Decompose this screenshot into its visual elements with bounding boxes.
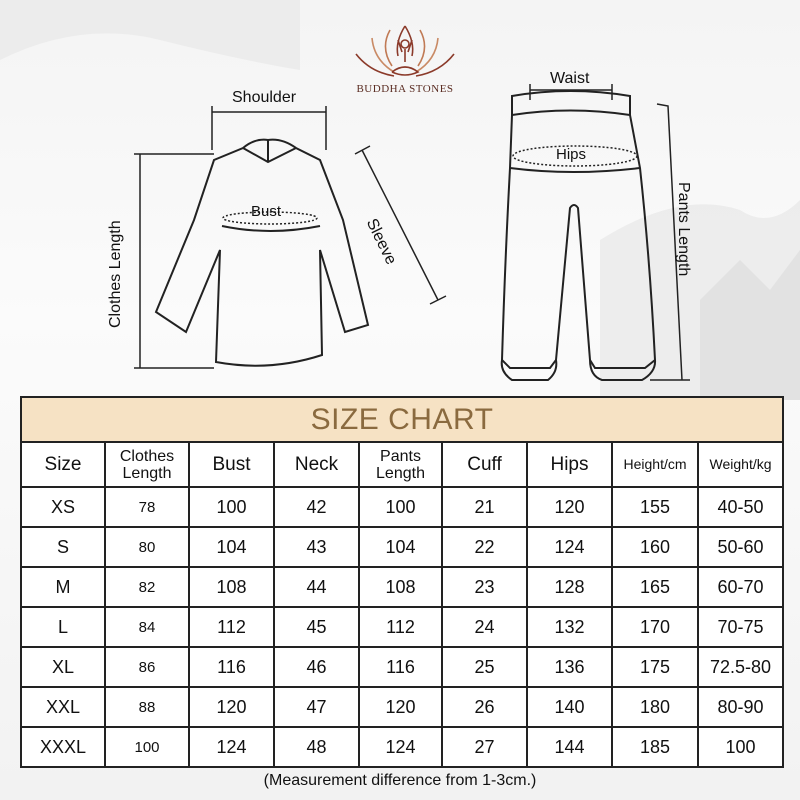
- value-cell: 80-90: [696, 686, 785, 728]
- table-row: XS 78 100 42 100 21 120 155 40-50: [20, 486, 785, 528]
- pants-length-label: Pants Length: [675, 182, 692, 277]
- value-cell: 120: [526, 486, 613, 528]
- brand-logo: BUDDHA STONES: [350, 22, 460, 95]
- value-cell: 80: [104, 526, 190, 568]
- value-cell: 21: [441, 486, 528, 528]
- size-chart-table: SIZE CHART Size Clothes Length Bust Neck Pant…: [19, 396, 785, 768]
- value-cell: 104: [358, 526, 443, 568]
- value-cell: 26: [441, 686, 528, 728]
- value-cell: 112: [358, 606, 443, 648]
- value-cell: 43: [273, 526, 360, 568]
- value-cell: 78: [104, 486, 190, 528]
- column-header: Cuff: [441, 441, 528, 488]
- value-cell: 23: [441, 566, 528, 608]
- value-cell: 170: [611, 606, 699, 648]
- value-cell: 27: [441, 726, 528, 768]
- value-cell: 165: [611, 566, 699, 608]
- value-cell: 144: [526, 726, 613, 768]
- value-cell: 185: [611, 726, 699, 768]
- value-cell: 120: [188, 686, 275, 728]
- value-cell: 112: [188, 606, 275, 648]
- value-cell: 70-75: [696, 606, 785, 648]
- pants-outline: [500, 90, 657, 369]
- value-cell: 160: [611, 526, 699, 568]
- garment-diagram: [134, 84, 690, 381]
- value-cell: 60-70: [696, 566, 785, 608]
- size-cell: L: [20, 606, 106, 648]
- value-cell: 116: [358, 646, 443, 688]
- value-cell: 104: [188, 526, 275, 568]
- bust-label: Bust: [251, 203, 282, 220]
- size-cell: XXXL: [20, 726, 106, 768]
- value-cell: 47: [273, 686, 360, 728]
- table-row: S 80 104 43 104 22 124 160 50-60: [20, 526, 785, 568]
- value-cell: 48: [273, 726, 360, 768]
- value-cell: 140: [526, 686, 613, 728]
- value-cell: 82: [104, 566, 190, 608]
- value-cell: 100: [696, 726, 785, 768]
- column-header: Hips: [526, 441, 613, 488]
- value-cell: 124: [358, 726, 443, 768]
- value-cell: 108: [358, 566, 443, 608]
- value-cell: 128: [526, 566, 613, 608]
- waist-label: Waist: [550, 70, 590, 87]
- table-row: M 82 108 44 108 23 128 165 60-70: [20, 566, 785, 608]
- value-cell: 50-60: [696, 526, 785, 568]
- value-cell: 120: [358, 686, 443, 728]
- brand-name: BUDDHA STONES: [356, 83, 454, 95]
- column-header: Neck: [273, 441, 360, 488]
- value-cell: 136: [526, 646, 613, 688]
- hips-label: Hips: [556, 146, 587, 163]
- size-cell: XS: [20, 486, 106, 528]
- size-cell: XXL: [20, 686, 106, 728]
- value-cell: 108: [188, 566, 275, 608]
- value-cell: 100: [188, 486, 275, 528]
- value-cell: 180: [611, 686, 699, 728]
- value-cell: 124: [188, 726, 275, 768]
- column-header: Clothes Length: [104, 441, 190, 488]
- size-chart-title: SIZE CHART: [19, 396, 785, 443]
- column-header: Size: [20, 441, 106, 488]
- value-cell: 24: [441, 606, 528, 648]
- value-cell: 25: [441, 646, 528, 688]
- table-row: XXL 88 120 47 120 26 140 180 80-90: [20, 686, 785, 728]
- value-cell: 132: [526, 606, 613, 648]
- value-cell: 40-50: [696, 486, 785, 528]
- value-cell: 155: [611, 486, 699, 528]
- top-outline: [154, 138, 370, 367]
- column-header: Bust: [188, 441, 275, 488]
- value-cell: 46: [273, 646, 360, 688]
- clothes-length-label: Clothes Length: [107, 220, 124, 328]
- value-cell: 100: [358, 486, 443, 528]
- lotus-meditation-icon: [355, 25, 455, 77]
- table-row: L 84 112 45 112 24 132 170 70-75: [20, 606, 785, 648]
- value-cell: 100: [104, 726, 190, 768]
- value-cell: 45: [273, 606, 360, 648]
- value-cell: 116: [188, 646, 275, 688]
- column-header: Pants Length: [358, 441, 443, 488]
- value-cell: 124: [526, 526, 613, 568]
- table-row: XXXL 100 124 48 124 27 144 185 100: [20, 726, 785, 768]
- value-cell: 84: [104, 606, 190, 648]
- size-cell: S: [20, 526, 106, 568]
- value-cell: 86: [104, 646, 190, 688]
- value-cell: 44: [273, 566, 360, 608]
- value-cell: 42: [273, 486, 360, 528]
- column-header: Height/cm: [611, 441, 699, 488]
- shoulder-label: Shoulder: [232, 89, 297, 106]
- table-row: XL 86 116 46 116 25 136 175 72.5-80: [20, 646, 785, 688]
- size-cell: M: [20, 566, 106, 608]
- size-cell: XL: [20, 646, 106, 688]
- value-cell: 88: [104, 686, 190, 728]
- measurement-note: (Measurement difference from 1-3cm.): [263, 772, 537, 789]
- value-cell: 175: [611, 646, 699, 688]
- column-header: Weight/kg: [696, 441, 785, 488]
- value-cell: 22: [441, 526, 528, 568]
- value-cell: 72.5-80: [696, 646, 785, 688]
